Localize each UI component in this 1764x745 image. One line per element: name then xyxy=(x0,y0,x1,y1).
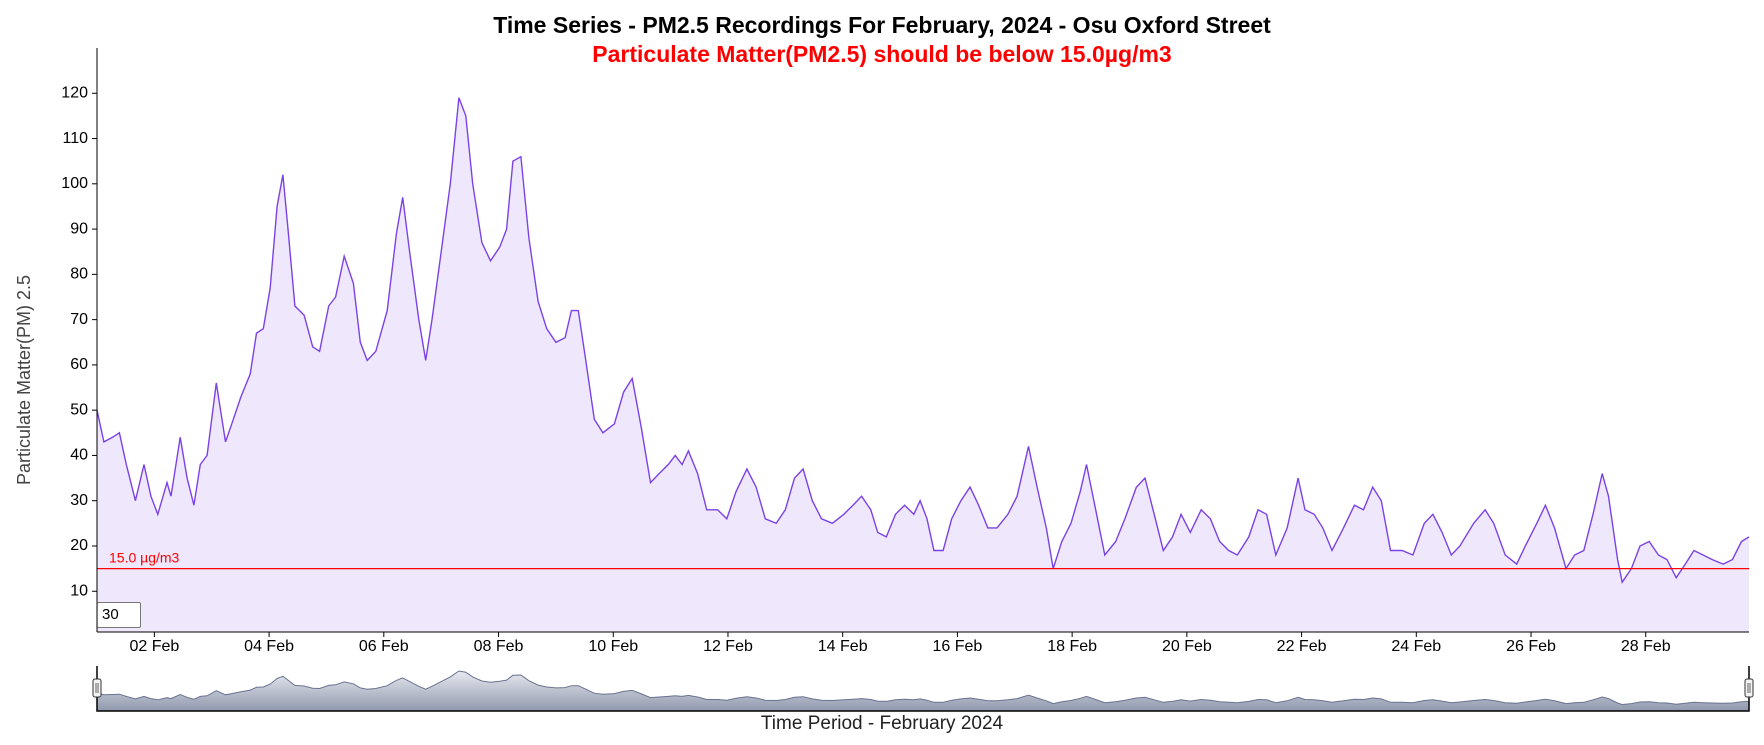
threshold-label: 15.0 µg/m3 xyxy=(109,549,180,565)
y-tick-label: 110 xyxy=(62,130,88,147)
y-tick-label: 90 xyxy=(70,220,88,237)
y-tick-label: 50 xyxy=(70,401,88,418)
x-tick-label: 02 Feb xyxy=(129,638,179,655)
y-tick-label: 40 xyxy=(70,447,88,464)
y-tick-label: 30 xyxy=(70,492,88,509)
y-tick-label: 20 xyxy=(70,537,88,554)
y-axis-label: Particulate Matter(PM) 2.5 xyxy=(14,275,34,485)
x-axis-label: Time Period - February 2024 xyxy=(761,713,1004,734)
range-handle[interactable] xyxy=(1744,678,1754,698)
x-tick-label: 06 Feb xyxy=(359,638,409,655)
roll-period-input[interactable]: 30 xyxy=(97,602,141,628)
x-tick-label: 10 Feb xyxy=(588,638,638,655)
y-tick-label: 120 xyxy=(61,84,88,101)
x-tick-label: 08 Feb xyxy=(474,638,524,655)
y-tick-label: 70 xyxy=(70,311,88,328)
x-tick-label: 28 Feb xyxy=(1621,638,1671,655)
x-tick-label: 26 Feb xyxy=(1506,638,1556,655)
range-handle[interactable] xyxy=(92,678,102,698)
line xyxy=(96,97,1750,584)
y-tick-label: 100 xyxy=(61,175,88,192)
chart-title: Time Series - PM2.5 Recordings For Febru… xyxy=(493,12,1271,38)
x-tick-label: 18 Feb xyxy=(1047,638,1097,655)
y-tick-label: 10 xyxy=(70,582,88,599)
x-tick-label: 20 Feb xyxy=(1162,638,1212,655)
x-tick-label: 04 Feb xyxy=(244,638,294,655)
range-selector-area xyxy=(97,671,1749,711)
x-tick-label: 24 Feb xyxy=(1391,638,1441,655)
y-tick-label: 80 xyxy=(70,266,88,283)
x-tick-label: 16 Feb xyxy=(933,638,983,655)
x-tick-label: 12 Feb xyxy=(703,638,753,655)
area-fill xyxy=(97,97,1749,633)
range-selector-line xyxy=(96,670,1750,706)
x-tick-label: 22 Feb xyxy=(1277,638,1327,655)
y-tick-label: 60 xyxy=(70,356,88,373)
x-tick-label: 14 Feb xyxy=(818,638,868,655)
chart-subtitle: Particulate Matter(PM2.5) should be belo… xyxy=(592,41,1171,67)
